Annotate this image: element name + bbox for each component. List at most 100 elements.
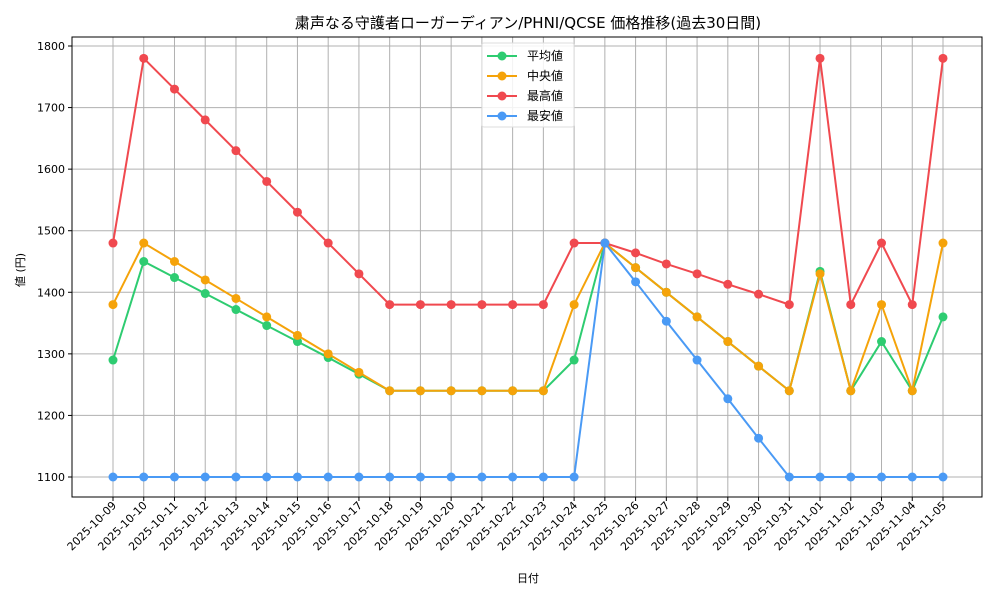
legend-marker: [497, 71, 507, 81]
series-line: [113, 240, 943, 478]
data-point: [477, 472, 487, 482]
data-point: [661, 287, 671, 297]
legend-label: 最高値: [527, 88, 563, 103]
data-point: [938, 53, 948, 63]
data-point: [754, 289, 764, 299]
data-point: [446, 472, 456, 482]
data-point: [231, 472, 241, 482]
series-0: [108, 238, 948, 396]
data-point: [692, 312, 702, 322]
data-point: [169, 84, 179, 94]
data-point: [108, 238, 118, 248]
data-point: [815, 472, 825, 482]
data-point: [354, 367, 364, 377]
series-line: [112, 241, 944, 395]
series-line: [112, 56, 944, 309]
data-point: [169, 273, 179, 283]
data-point: [784, 472, 794, 482]
data-point: [508, 300, 518, 310]
data-point: [231, 293, 241, 303]
data-point: [477, 300, 487, 310]
data-point: [846, 386, 856, 396]
data-point: [754, 433, 764, 443]
data-point: [538, 472, 548, 482]
data-point: [323, 349, 333, 359]
data-point: [292, 330, 302, 340]
data-point: [877, 472, 887, 482]
data-point: [877, 337, 887, 347]
data-point: [538, 300, 548, 310]
data-point: [200, 472, 210, 482]
data-point: [877, 300, 887, 310]
data-point: [446, 386, 456, 396]
data-point: [139, 53, 149, 63]
series-1: [108, 238, 948, 396]
data-point: [661, 316, 671, 326]
data-point: [846, 472, 856, 482]
data-point: [323, 472, 333, 482]
data-point: [723, 279, 733, 289]
y-tick-label: 1100: [37, 471, 65, 484]
series-lines: [108, 53, 948, 482]
data-point: [231, 305, 241, 315]
data-point: [415, 300, 425, 310]
data-point: [354, 269, 364, 279]
data-point: [754, 361, 764, 371]
legend-box: [481, 42, 575, 128]
data-point: [723, 337, 733, 347]
data-point: [569, 300, 579, 310]
grid-lines: [72, 37, 982, 497]
legend-marker: [497, 91, 507, 101]
data-point: [446, 300, 456, 310]
legend-label: 最安値: [527, 108, 563, 123]
legend-label: 中央値: [527, 68, 563, 83]
data-point: [354, 472, 364, 482]
data-point: [108, 300, 118, 310]
data-point: [385, 472, 395, 482]
data-point: [262, 321, 272, 331]
data-point: [200, 275, 210, 285]
y-tick-label: 1500: [37, 225, 65, 238]
series-2: [108, 53, 948, 310]
data-point: [938, 238, 948, 248]
data-point: [907, 300, 917, 310]
series-line: [112, 241, 944, 394]
data-point: [569, 238, 579, 248]
data-point: [631, 263, 641, 273]
data-point: [784, 300, 794, 310]
data-point: [692, 355, 702, 365]
y-tick-label: 1800: [37, 40, 65, 53]
data-point: [877, 238, 887, 248]
data-point: [508, 472, 518, 482]
data-point: [108, 355, 118, 365]
data-point: [938, 472, 948, 482]
data-point: [631, 277, 641, 287]
data-point: [600, 238, 610, 248]
data-point: [292, 472, 302, 482]
data-point: [415, 386, 425, 396]
data-point: [200, 115, 210, 125]
data-point: [692, 269, 702, 279]
data-point: [538, 386, 548, 396]
data-point: [815, 269, 825, 279]
data-point: [938, 312, 948, 322]
data-point: [231, 146, 241, 156]
data-point: [108, 472, 118, 482]
y-axis-label: 値 (円): [14, 253, 27, 287]
data-point: [723, 394, 733, 404]
data-point: [815, 53, 825, 63]
series-3: [108, 238, 948, 482]
data-point: [385, 386, 395, 396]
data-point: [292, 337, 302, 347]
data-point: [661, 259, 671, 269]
y-tick-label: 1200: [37, 409, 65, 422]
data-point: [139, 472, 149, 482]
data-point: [907, 472, 917, 482]
data-point: [200, 289, 210, 299]
legend-label: 平均値: [527, 48, 563, 63]
data-point: [907, 386, 917, 396]
data-point: [262, 312, 272, 322]
data-point: [385, 300, 395, 310]
